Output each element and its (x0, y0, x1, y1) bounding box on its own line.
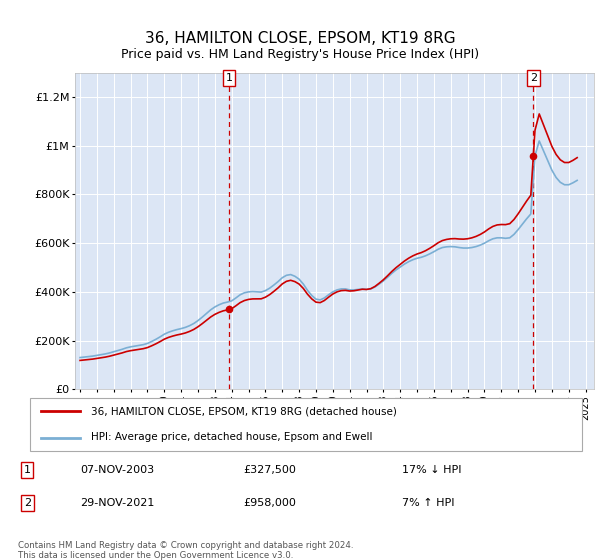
Text: 2: 2 (530, 73, 537, 83)
Text: 17% ↓ HPI: 17% ↓ HPI (401, 465, 461, 475)
Text: 7% ↑ HPI: 7% ↑ HPI (401, 498, 454, 508)
Text: 07-NOV-2003: 07-NOV-2003 (80, 465, 154, 475)
Text: 1: 1 (226, 73, 233, 83)
Text: 36, HAMILTON CLOSE, EPSOM, KT19 8RG (detached house): 36, HAMILTON CLOSE, EPSOM, KT19 8RG (det… (91, 407, 397, 417)
Text: £327,500: £327,500 (244, 465, 296, 475)
Text: Contains HM Land Registry data © Crown copyright and database right 2024.
This d: Contains HM Land Registry data © Crown c… (18, 540, 353, 560)
Point (529, 152, 538, 161)
Text: 1: 1 (23, 465, 31, 475)
Text: 2: 2 (23, 498, 31, 508)
Text: Price paid vs. HM Land Registry's House Price Index (HPI): Price paid vs. HM Land Registry's House … (121, 48, 479, 60)
Text: HPI: Average price, detached house, Epsom and Ewell: HPI: Average price, detached house, Epso… (91, 432, 372, 442)
Text: 29-NOV-2021: 29-NOV-2021 (80, 498, 154, 508)
FancyBboxPatch shape (30, 398, 582, 451)
Point (224, 305, 234, 314)
Text: £958,000: £958,000 (244, 498, 296, 508)
Text: 36, HAMILTON CLOSE, EPSOM, KT19 8RG: 36, HAMILTON CLOSE, EPSOM, KT19 8RG (145, 31, 455, 46)
